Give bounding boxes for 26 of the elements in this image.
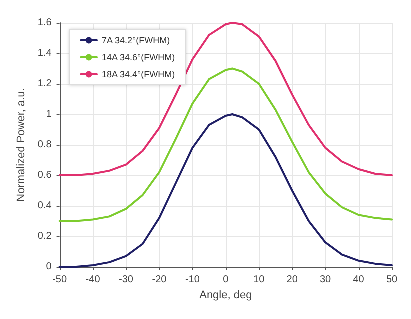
x-axis-title: Angle, deg xyxy=(200,289,252,302)
y-tick-label: 0.8 xyxy=(38,140,52,150)
y-tick-label: 1.4 xyxy=(38,48,52,59)
y-tick-label: 0.4 xyxy=(38,200,52,212)
x-tick-label: -30 xyxy=(119,274,134,286)
x-tick-label: -40 xyxy=(86,274,101,286)
x-tick-label: 10 xyxy=(254,274,266,286)
legend-label: 14A 34.6°(FWHM) xyxy=(102,52,176,62)
x-tick-label: 20 xyxy=(286,274,298,286)
y-tick-label: 0.2 xyxy=(38,231,52,242)
y-tick-label: 1.6 xyxy=(38,18,52,28)
y-tick-label: 0.6 xyxy=(38,170,52,181)
y-tick-label: 1.2 xyxy=(38,78,52,90)
x-tick-label: 40 xyxy=(353,274,365,286)
line-series xyxy=(58,68,393,222)
x-tick-label: -20 xyxy=(152,274,168,286)
legend-label: 18A 34.4°(FWHM) xyxy=(102,70,176,80)
y-tick-label: 0 xyxy=(46,262,52,272)
x-tick-label: 0 xyxy=(223,274,230,286)
y-axis-title: Normalized Power, a.u. xyxy=(16,88,28,202)
x-tick-label: 50 xyxy=(386,274,398,286)
legend-label: 7A 34.2°(FWHM) xyxy=(102,36,170,46)
y-tick-label: 1 xyxy=(46,109,52,120)
x-tick-label: 30 xyxy=(320,274,332,286)
x-tick-label: -50 xyxy=(52,274,68,286)
x-tick-label: -10 xyxy=(185,274,200,286)
